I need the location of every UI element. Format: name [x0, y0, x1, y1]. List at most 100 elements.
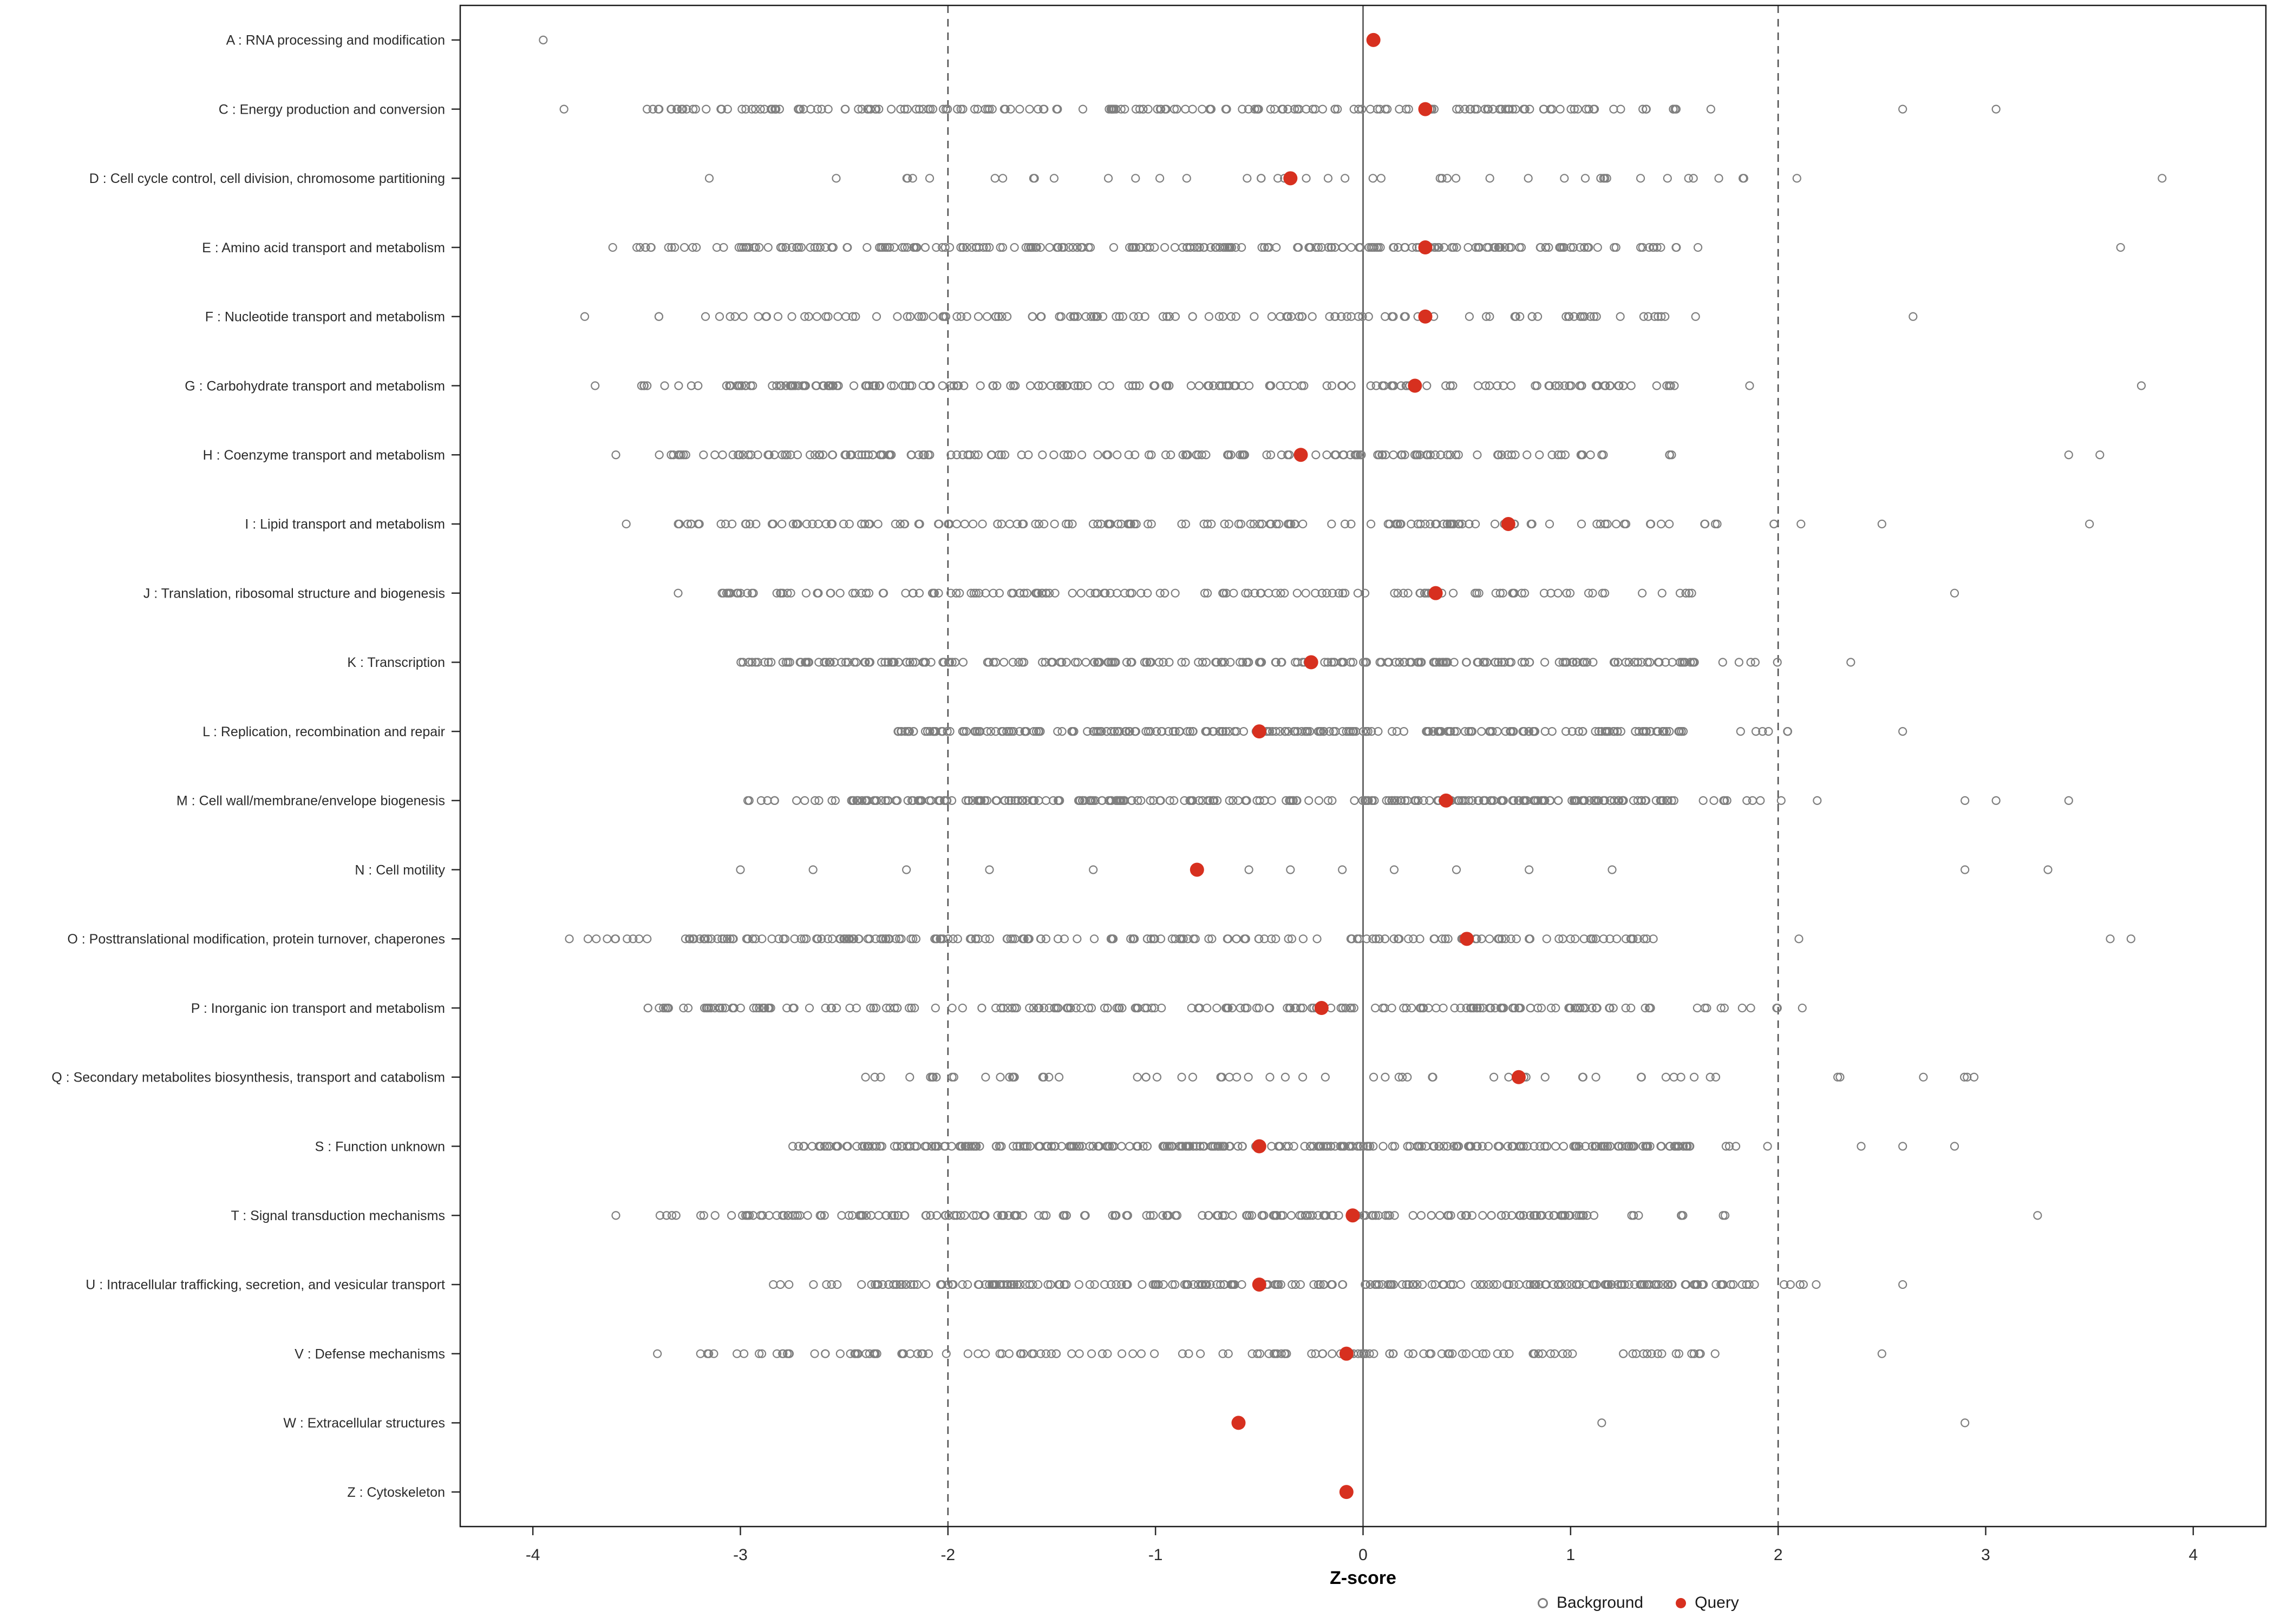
background-point — [1558, 1349, 1567, 1358]
background-point — [1390, 796, 1400, 805]
background-point — [949, 934, 958, 944]
background-point — [1553, 796, 1563, 805]
background-point — [1471, 104, 1480, 114]
background-point — [800, 381, 809, 390]
background-point — [1500, 243, 1510, 252]
background-point — [1089, 312, 1099, 321]
background-point — [801, 658, 810, 667]
background-point — [924, 104, 933, 114]
background-point — [871, 381, 880, 390]
background-point — [1288, 1280, 1297, 1289]
background-point — [1185, 243, 1194, 252]
background-point — [777, 519, 787, 529]
background-point — [1751, 727, 1761, 736]
background-point — [1170, 243, 1180, 252]
background-point — [986, 727, 996, 736]
background-point — [1290, 519, 1299, 529]
background-point — [907, 796, 917, 805]
background-point — [1592, 519, 1602, 529]
background-point — [1404, 1280, 1414, 1289]
background-point — [1397, 796, 1406, 805]
background-point — [821, 1349, 830, 1358]
background-point — [1029, 1349, 1038, 1358]
background-point — [1224, 934, 1233, 944]
background-point — [857, 1280, 866, 1289]
x-axis-title: Z-score — [1330, 1568, 1396, 1588]
background-point — [1272, 1280, 1282, 1289]
background-point — [1589, 934, 1598, 944]
background-point — [929, 312, 938, 321]
background-point — [1280, 727, 1290, 736]
background-point — [685, 934, 695, 944]
background-point — [1368, 934, 1377, 944]
background-point — [1565, 312, 1574, 321]
background-point — [863, 796, 872, 805]
background-point — [1445, 519, 1454, 529]
background-point — [1599, 934, 1608, 944]
background-point — [1610, 243, 1619, 252]
background-point — [1171, 312, 1180, 321]
background-point — [1535, 1142, 1545, 1151]
background-point — [1443, 1211, 1452, 1220]
background-point — [1206, 104, 1216, 114]
background-point — [1077, 450, 1087, 460]
background-point — [1322, 588, 1331, 598]
background-point — [1041, 796, 1051, 805]
background-point — [1589, 658, 1598, 667]
background-point — [1125, 1142, 1134, 1151]
background-point — [1616, 104, 1625, 114]
background-point — [1619, 1349, 1628, 1358]
background-point — [948, 1003, 957, 1013]
background-point — [1040, 519, 1049, 529]
background-point — [1501, 104, 1510, 114]
background-point — [1578, 658, 1587, 667]
query-point-Q — [1512, 1070, 1526, 1084]
background-point — [1532, 381, 1541, 390]
background-point — [1095, 1142, 1104, 1151]
background-point — [1415, 1003, 1425, 1013]
background-point — [741, 243, 750, 252]
background-point — [1010, 243, 1019, 252]
background-point — [1105, 1142, 1114, 1151]
background-point — [1276, 1280, 1285, 1289]
background-point — [890, 243, 899, 252]
background-point — [997, 450, 1006, 460]
background-point — [1298, 312, 1307, 321]
background-point — [1641, 1003, 1650, 1013]
background-point — [1109, 104, 1119, 114]
category-label-L: L : Replication, recombination and repai… — [202, 724, 445, 739]
background-point — [1341, 588, 1350, 598]
background-point — [1395, 104, 1404, 114]
background-point — [1301, 588, 1310, 598]
background-point — [1571, 796, 1580, 805]
background-point — [1472, 1349, 1481, 1358]
background-point — [1273, 174, 1283, 183]
background-point — [1437, 934, 1447, 944]
background-point — [1591, 727, 1600, 736]
background-point — [1363, 1142, 1373, 1151]
background-points-K — [736, 658, 1855, 667]
background-point — [858, 1142, 867, 1151]
background-point — [1577, 450, 1586, 460]
background-point — [908, 174, 917, 183]
background-point — [1463, 243, 1473, 252]
query-point-V — [1339, 1346, 1354, 1361]
background-point — [1066, 1003, 1075, 1013]
background-point — [1177, 519, 1186, 529]
background-point — [1171, 1211, 1180, 1220]
background-point — [670, 243, 679, 252]
background-point — [808, 865, 818, 874]
background-point — [827, 519, 836, 529]
background-point — [900, 519, 910, 529]
background-point — [1441, 934, 1450, 944]
background-point — [736, 588, 745, 598]
background-point — [903, 243, 912, 252]
background-point — [1328, 796, 1337, 805]
background-point — [814, 1142, 824, 1151]
background-point — [1108, 934, 1118, 944]
background-point — [1764, 727, 1773, 736]
background-point — [583, 934, 593, 944]
background-point — [1314, 1280, 1323, 1289]
background-points-V — [653, 1349, 1886, 1358]
background-point — [1314, 1211, 1323, 1220]
